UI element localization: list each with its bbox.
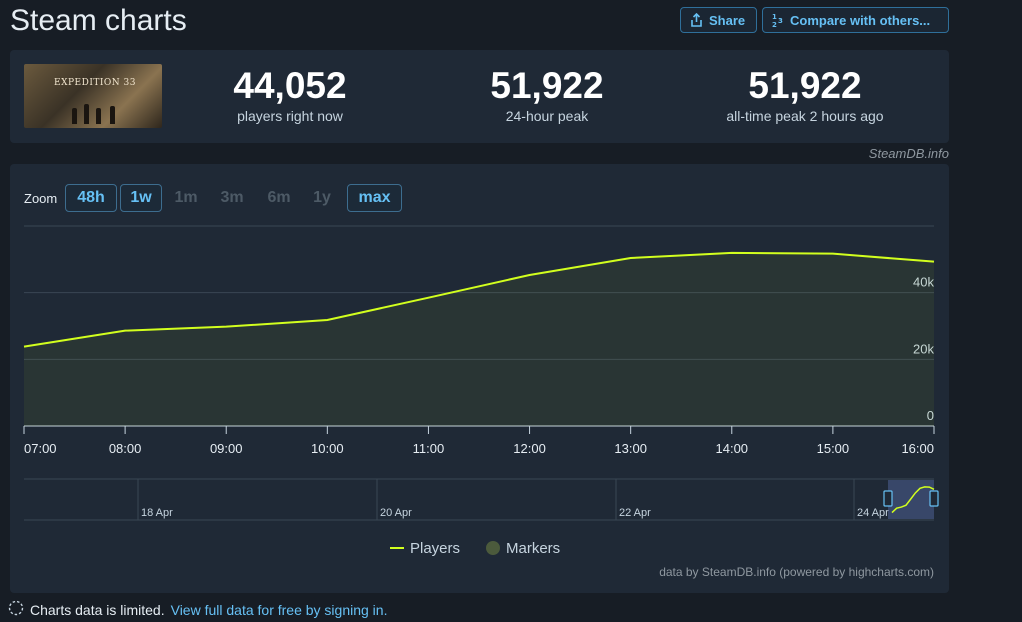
limited-data-notice: Charts data is limited. View full data f… (8, 600, 387, 619)
navigator-series (891, 486, 935, 514)
stat-value: 44,052 (233, 65, 347, 106)
chart-panel: Zoom 48h 1w 1m 3m 6m 1y max 0 20k 40k 07:00… (10, 164, 949, 593)
x-tick-label: 13:00 (614, 441, 647, 456)
steamdb-credit[interactable]: SteamDB.info (868, 146, 949, 161)
stat-alltime-peak: 51,922 all-time peak 2 hours ago (685, 65, 925, 125)
x-tick-label: 16:00 (901, 441, 934, 456)
share-label: Share (709, 12, 746, 28)
navigator-label: 24 Apr (857, 507, 889, 519)
x-tick-label: 11:00 (413, 441, 445, 456)
dashed-circle-icon (8, 600, 24, 619)
stat-label: all-time peak 2 hours ago (726, 108, 884, 124)
navigator-label: 22 Apr (619, 507, 651, 519)
x-tick-label: 08:00 (109, 441, 142, 456)
stat-label: players right now (237, 108, 343, 124)
stat-players-now: 44,052 players right now (170, 65, 410, 125)
navigator-left-handle (883, 490, 893, 507)
zoom-max-button[interactable]: max (347, 184, 402, 212)
share-button[interactable]: Share (680, 7, 757, 33)
limited-data-text: Charts data is limited. (30, 601, 165, 618)
stats-panel: EXPEDITION 33 44,052 players right now 5… (10, 50, 949, 143)
navigator-label: 18 Apr (141, 507, 173, 519)
zoom-1w-button[interactable]: 1w (120, 184, 162, 212)
zoom-48h-button[interactable]: 48h (65, 184, 117, 212)
page-title: Steam charts (10, 4, 187, 37)
x-tick-label: 15:00 (817, 441, 850, 456)
zoom-1y-button[interactable]: 1y (313, 189, 331, 206)
x-tick-label: 14:00 (716, 441, 749, 456)
y-tick-label: 40k (913, 275, 934, 290)
svg-text:2: 2 (772, 21, 777, 28)
chart-footnote: data by SteamDB.info (powered by highcha… (659, 565, 934, 579)
legend-players-label: Players (410, 540, 460, 557)
stat-label: 24-hour peak (505, 108, 589, 124)
y-tick-label: 0 (927, 408, 934, 423)
x-tick-label: 09:00 (210, 441, 243, 456)
x-tick-label: 10:00 (311, 441, 344, 456)
zoom-label: Zoom (24, 191, 58, 206)
navigator-right-handle (929, 490, 939, 507)
game-logo-text: EXPEDITION 33 (54, 78, 136, 88)
x-tick-label: 12:00 (513, 441, 546, 456)
zoom-6m-button[interactable]: 6m (267, 189, 291, 206)
svg-text:3: 3 (778, 17, 783, 25)
legend-markers-label: Markers (506, 540, 560, 557)
share-icon (690, 13, 703, 27)
stat-value: 51,922 (748, 65, 862, 106)
stat-24h-peak: 51,922 24-hour peak (427, 65, 667, 125)
zoom-3m-button[interactable]: 3m (220, 189, 244, 206)
players-area (24, 252, 934, 426)
x-tick-label: 07:00 (24, 441, 57, 456)
stat-value: 51,922 (490, 65, 604, 106)
game-thumbnail[interactable]: EXPEDITION 33 (24, 64, 162, 128)
players-chart[interactable]: 0 20k 40k 07:00 08:00 09:00 10:00 11:00 12:00 13:… (10, 164, 949, 593)
compare-label: Compare with others... (790, 12, 931, 28)
zoom-1m-button[interactable]: 1m (174, 189, 198, 206)
navigator-label: 20 Apr (380, 507, 412, 519)
players-line (23, 251, 935, 348)
sign-in-link[interactable]: View full data for free by signing in. (170, 601, 388, 618)
legend-markers-swatch (486, 541, 500, 555)
y-tick-label: 20k (913, 341, 934, 356)
svg-text:1: 1 (772, 13, 777, 21)
